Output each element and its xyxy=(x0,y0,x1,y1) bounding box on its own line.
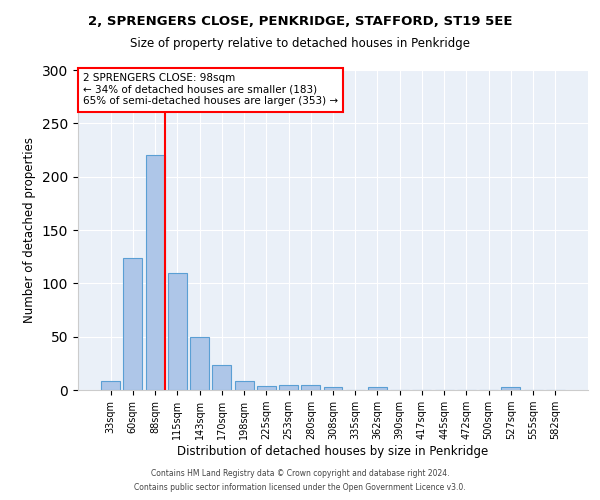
Bar xyxy=(301,384,320,390)
Bar xyxy=(168,272,187,390)
Y-axis label: Number of detached properties: Number of detached properties xyxy=(23,137,37,323)
Bar xyxy=(279,384,298,390)
Bar xyxy=(101,382,120,390)
Bar xyxy=(257,386,276,390)
Bar xyxy=(502,387,520,390)
Bar xyxy=(368,387,387,390)
Bar xyxy=(124,258,142,390)
Text: 2 SPRENGERS CLOSE: 98sqm
← 34% of detached houses are smaller (183)
65% of semi-: 2 SPRENGERS CLOSE: 98sqm ← 34% of detach… xyxy=(83,73,338,106)
Bar xyxy=(212,366,231,390)
Text: Contains public sector information licensed under the Open Government Licence v3: Contains public sector information licen… xyxy=(134,484,466,492)
X-axis label: Distribution of detached houses by size in Penkridge: Distribution of detached houses by size … xyxy=(178,445,488,458)
Bar xyxy=(146,156,164,390)
Bar xyxy=(323,387,343,390)
Text: Size of property relative to detached houses in Penkridge: Size of property relative to detached ho… xyxy=(130,38,470,51)
Bar xyxy=(190,336,209,390)
Text: 2, SPRENGERS CLOSE, PENKRIDGE, STAFFORD, ST19 5EE: 2, SPRENGERS CLOSE, PENKRIDGE, STAFFORD,… xyxy=(88,15,512,28)
Bar xyxy=(235,382,254,390)
Text: Contains HM Land Registry data © Crown copyright and database right 2024.: Contains HM Land Registry data © Crown c… xyxy=(151,468,449,477)
